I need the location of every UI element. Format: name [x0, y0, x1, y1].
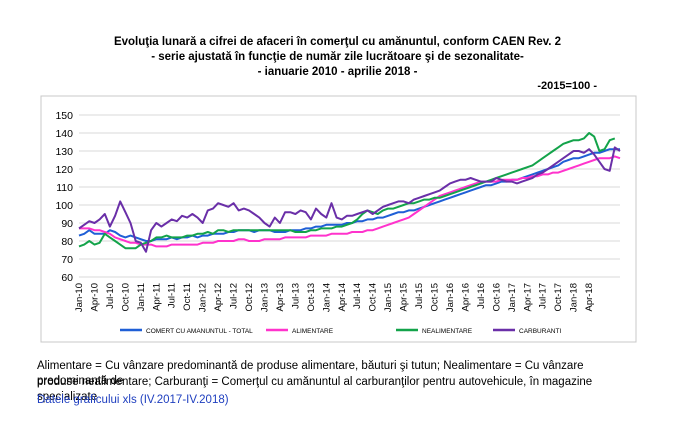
- x-tick-label: Apr-15: [399, 283, 410, 312]
- x-tick-label: Jan-11: [136, 283, 147, 311]
- y-tick-label: 150: [55, 110, 73, 122]
- series-line-0: [78, 148, 620, 242]
- x-tick-label: Jan-16: [445, 283, 456, 312]
- x-tick-label: Oct-12: [244, 283, 255, 312]
- footnote-line-2: produse nealimentare; Carburanţi = Comer…: [37, 376, 593, 403]
- x-tick-label: Jul-13: [290, 283, 301, 309]
- chart-title-line-1: Evoluţia lunară a cifrei de afaceri în c…: [113, 36, 562, 48]
- x-tick-label: Oct-14: [368, 283, 379, 312]
- x-tick-label: Apr-12: [213, 283, 224, 312]
- x-tick-label: Jan-14: [321, 283, 332, 312]
- x-tick-label: Apr-14: [337, 283, 348, 312]
- y-tick-label: 120: [55, 164, 73, 176]
- x-tick-label: Jan-15: [383, 283, 394, 312]
- x-tick-label: Oct-10: [120, 283, 131, 312]
- series-line-1: [79, 155, 621, 248]
- y-tick-label: 80: [61, 236, 73, 248]
- x-tick-label: Apr-16: [460, 283, 471, 312]
- x-tick-label: Apr-18: [584, 283, 595, 312]
- gridlines: [79, 114, 620, 278]
- series-lines: [78, 132, 621, 253]
- chart-title-line-3: - ianuarie 2010 - aprilie 2018 -: [257, 66, 418, 78]
- base-year-note: -2015=100 -: [537, 80, 597, 92]
- y-tick-label: 100: [55, 200, 73, 212]
- x-tick-label: Jul-10: [105, 283, 116, 309]
- x-tick-label: Oct-13: [306, 283, 317, 312]
- chart-frame: [40, 95, 637, 343]
- footnote-line-1: Alimentare = Cu vânzare predominantă de …: [37, 360, 584, 387]
- x-tick-label: Jul-11: [167, 283, 178, 308]
- legend-label: CARBURANTI: [519, 328, 561, 335]
- legend-label: COMERT CU AMANUNTUL - TOTAL: [146, 328, 253, 335]
- x-tick-label: Oct-11: [182, 283, 193, 311]
- x-tick-label: Jul-16: [476, 283, 487, 309]
- y-tick-label: 130: [55, 146, 73, 158]
- x-tick-label: Jul-17: [538, 283, 549, 309]
- chart-data-link[interactable]: Datele graficului xls (IV.2017-IV.2018): [37, 394, 229, 406]
- x-tick-label: Jan-13: [259, 283, 270, 312]
- y-tick-label: 140: [55, 128, 73, 140]
- x-tick-label: Apr-17: [522, 283, 533, 312]
- series-line-2: [78, 132, 616, 250]
- x-tick-label: Apr-11: [151, 283, 162, 311]
- x-tick-label: Oct-17: [553, 283, 564, 312]
- x-tick-label: Jan-12: [198, 283, 209, 312]
- x-tick-label: Jan-10: [74, 283, 85, 312]
- legend-label: ALIMENTARE: [292, 328, 334, 335]
- x-tick-label: Oct-15: [430, 283, 441, 312]
- series-line-3: [78, 146, 621, 253]
- y-tick-label: 110: [56, 182, 73, 194]
- legend-label: NEALIMENTARE: [422, 328, 473, 335]
- x-tick-label: Oct-16: [491, 283, 502, 312]
- legend: COMERT CU AMANUNTUL - TOTAL ALIMENTARE NEA…: [120, 328, 561, 335]
- y-tick-label: 70: [61, 254, 73, 266]
- x-tick-label: Apr-10: [89, 283, 100, 312]
- x-tick-label: Jan-17: [507, 283, 518, 312]
- y-axis-ticks: 60 70 80 90 100 110 120 130 140 150: [55, 110, 73, 284]
- y-tick-label: 60: [61, 272, 73, 284]
- x-tick-label: Jul-15: [414, 283, 425, 309]
- x-tick-label: Jan-18: [569, 283, 580, 312]
- x-tick-label: Apr-13: [275, 283, 286, 312]
- chart-title-line-2: - serie ajustată în funcţie de număr zil…: [151, 51, 524, 63]
- x-axis-ticks: Jan-10 Apr-10 Jul-10 Oct-10 Jan-11 Apr-11 Jul-…: [74, 283, 595, 312]
- x-tick-label: Jul-12: [229, 283, 240, 309]
- x-tick-label: Jul-14: [352, 283, 363, 309]
- y-tick-label: 90: [61, 218, 73, 230]
